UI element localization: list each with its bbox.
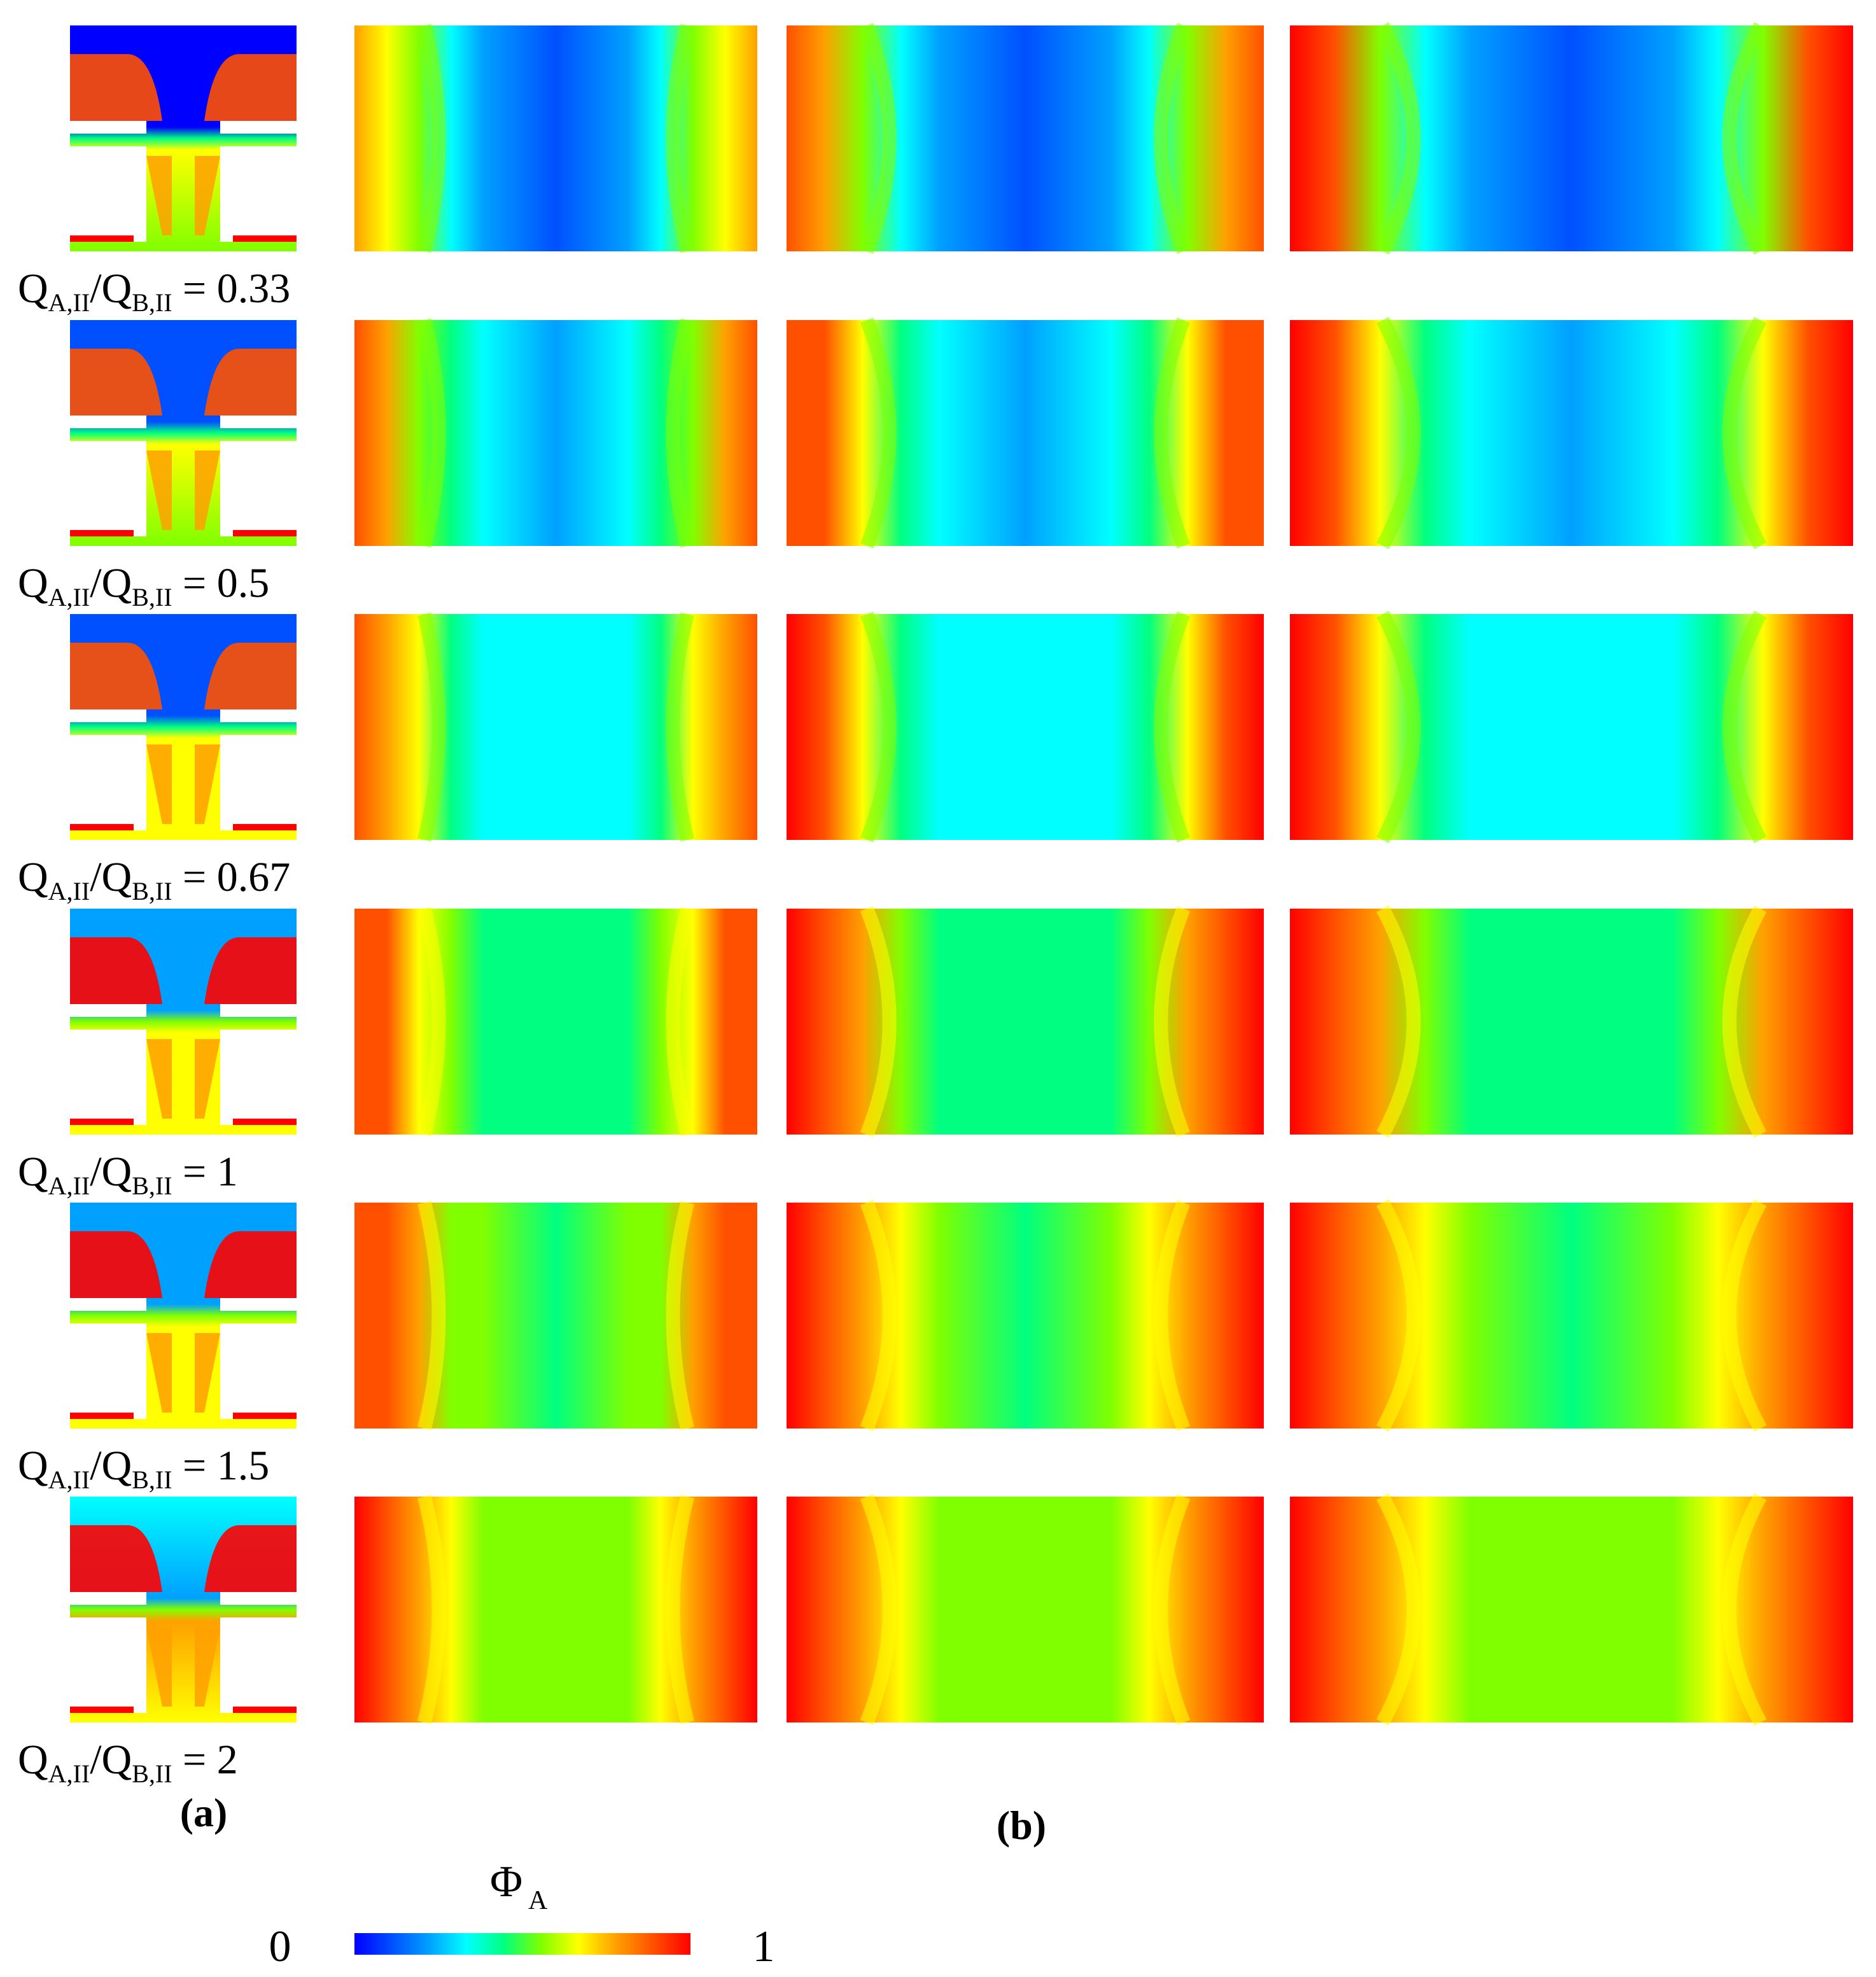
row: QA,II/QB,II = 0.67 <box>18 610 1853 905</box>
panel-label-a: (a) <box>180 1790 228 1835</box>
contour-panel <box>354 1495 757 1724</box>
microchannel-contour <box>70 1203 297 1429</box>
contour-panel <box>1290 22 1853 255</box>
contour-panel <box>787 905 1264 1138</box>
row: QA,II/QB,II = 1.5 <box>18 1199 1853 1494</box>
microchannel-contour <box>70 1497 297 1722</box>
row: QA,II/QB,II = 0.5 <box>18 316 1853 611</box>
ratio-value: 2 <box>217 1736 238 1783</box>
colorbar: Φ A 0 1 <box>269 1857 775 1971</box>
colorbar-max-label: 1 <box>753 1922 775 1971</box>
contour-panel <box>354 612 757 842</box>
contour-panel <box>787 317 1264 549</box>
flow-ratio-label: QA,II/QB,II = 0.5 <box>18 560 269 611</box>
microchannel-contour <box>70 25 297 251</box>
contour-panel <box>787 1199 1264 1432</box>
flow-ratio-label: QA,II/QB,II = 0.33 <box>18 265 290 317</box>
ratio-value: 1 <box>217 1149 238 1195</box>
rows: QA,II/QB,II = 0.33 QA,II/QB,II = 0.5 QA,II… <box>18 22 1853 1788</box>
flow-ratio-label: QA,II/QB,II = 2 <box>18 1736 238 1788</box>
contour-panel <box>354 318 757 548</box>
microchannel-contour <box>70 614 297 840</box>
contour-panel <box>1290 1199 1853 1432</box>
panel-label-b: (b) <box>997 1803 1046 1848</box>
ratio-value: 0.33 <box>217 265 291 312</box>
row: QA,II/QB,II = 0.33 <box>18 22 1853 317</box>
row: QA,II/QB,II = 2 <box>18 1493 1853 1788</box>
ratio-value: 1.5 <box>217 1443 270 1489</box>
ratio-value: 0.67 <box>217 854 291 900</box>
flow-ratio-label: QA,II/QB,II = 1.5 <box>18 1443 269 1494</box>
microchannel-contour <box>70 909 297 1135</box>
contour-panel <box>1290 905 1853 1138</box>
contour-panel <box>787 22 1264 255</box>
colorbar-gradient <box>354 1933 690 1955</box>
contour-panel <box>1290 316 1853 550</box>
contour-panel <box>1290 1493 1853 1726</box>
contour-panel <box>354 1201 757 1430</box>
row: QA,II/QB,II = 1 <box>18 905 1853 1200</box>
contour-panel <box>354 24 757 253</box>
colorbar-subscript: A <box>528 1886 548 1915</box>
flow-ratio-label: QA,II/QB,II = 1 <box>18 1149 238 1200</box>
contour-panel <box>1290 610 1853 844</box>
contour-panel <box>354 907 757 1136</box>
colorbar-min-label: 0 <box>269 1922 291 1971</box>
colorbar-symbol: Φ <box>490 1857 522 1906</box>
contour-panel <box>787 1493 1264 1726</box>
ratio-value: 0.5 <box>217 560 270 606</box>
microchannel-contour <box>70 320 297 546</box>
contour-panel <box>787 611 1264 843</box>
flow-ratio-label: QA,II/QB,II = 0.67 <box>18 854 290 905</box>
